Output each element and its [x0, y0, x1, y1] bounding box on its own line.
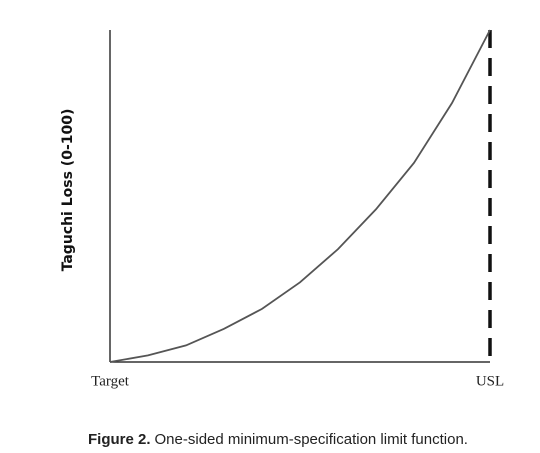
loss-curve: [109, 29, 491, 363]
caption: Figure 2. One-sided minimum-specification…: [88, 431, 468, 448]
x-tick-label: Target: [91, 373, 130, 389]
caption-text: One-sided minimum-specification limit fu…: [155, 431, 468, 448]
caption-label: Figure 2.: [88, 431, 151, 448]
x-tick-label: USL: [476, 373, 504, 389]
y-axis-title: Taguchi Loss (0-100): [60, 109, 76, 272]
